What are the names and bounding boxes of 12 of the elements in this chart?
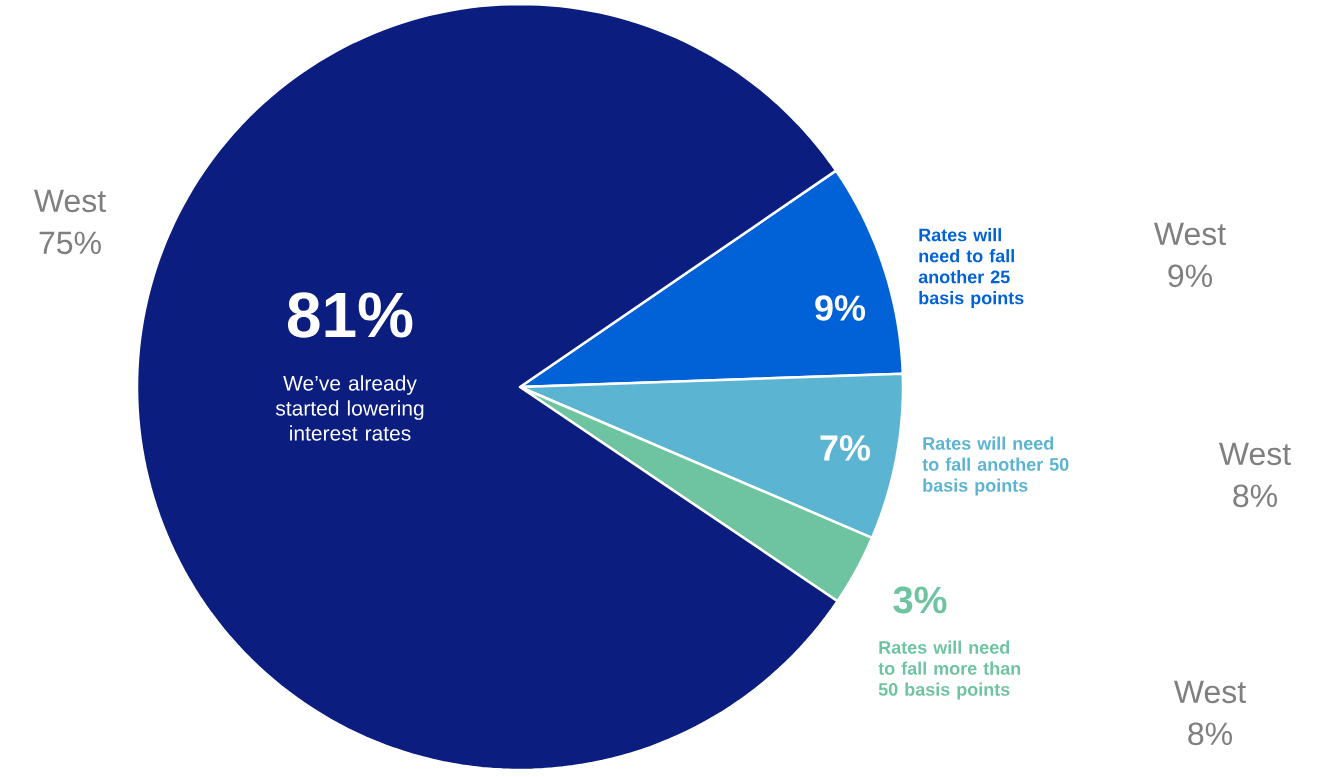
slice-label: Rates will need to fall another 50 basis points (922, 436, 1069, 496)
data-label: 3% (893, 586, 947, 614)
slice-label: Rates will need to fall more than 50 basis points (878, 640, 1021, 700)
text: West 8% (1173, 680, 1246, 746)
slice-label: We’ve already started lowering interest rates (275, 375, 424, 441)
text: West 9% (1153, 222, 1226, 288)
text: West 8% (1218, 442, 1291, 508)
data-label: 9% (815, 295, 866, 321)
text: West 75% (33, 189, 106, 255)
slice-label: Rates will need to fall another 25 basis points (918, 228, 1024, 308)
data-label: 81% (287, 292, 413, 338)
data-label: 7% (820, 435, 871, 461)
